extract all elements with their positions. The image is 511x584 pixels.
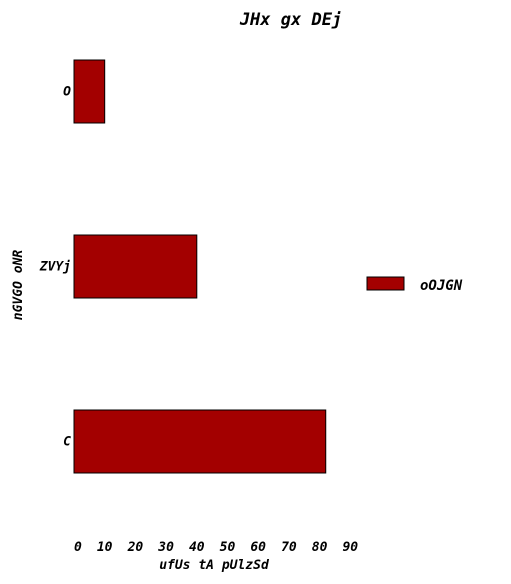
x-tick-label: 50 — [220, 540, 236, 555]
x-tick-label: 0 — [74, 540, 82, 555]
y-axis-label: nGVGO oNR — [11, 250, 26, 321]
bars-group — [73, 59, 327, 474]
bar — [73, 59, 106, 124]
y-tick-labels: O ZVYj C — [39, 85, 71, 450]
x-tick-label: 90 — [342, 540, 358, 555]
x-tick-labels: 0 10 20 30 40 50 60 70 80 90 — [74, 540, 358, 555]
bar — [73, 409, 327, 474]
x-tick-label: 70 — [281, 540, 297, 555]
y-tick-label: ZVYj — [39, 260, 71, 275]
x-tick-label: 30 — [157, 540, 174, 555]
x-tick-label: 10 — [97, 540, 113, 555]
legend: oOJGN — [366, 276, 463, 294]
y-tick-label: O — [63, 85, 71, 100]
x-tick-label: 40 — [189, 540, 205, 555]
x-tick-label: 60 — [250, 540, 266, 555]
chart-title: JHx gx DEj — [239, 10, 342, 30]
x-tick-label: 20 — [127, 540, 144, 555]
y-tick-label: C — [63, 435, 71, 450]
x-tick-label: 80 — [312, 540, 328, 555]
bar — [73, 234, 198, 299]
legend-label: oOJGN — [420, 278, 463, 294]
x-axis-label: ufUs tA pUlzSd — [159, 558, 270, 573]
legend-swatch — [366, 276, 405, 291]
